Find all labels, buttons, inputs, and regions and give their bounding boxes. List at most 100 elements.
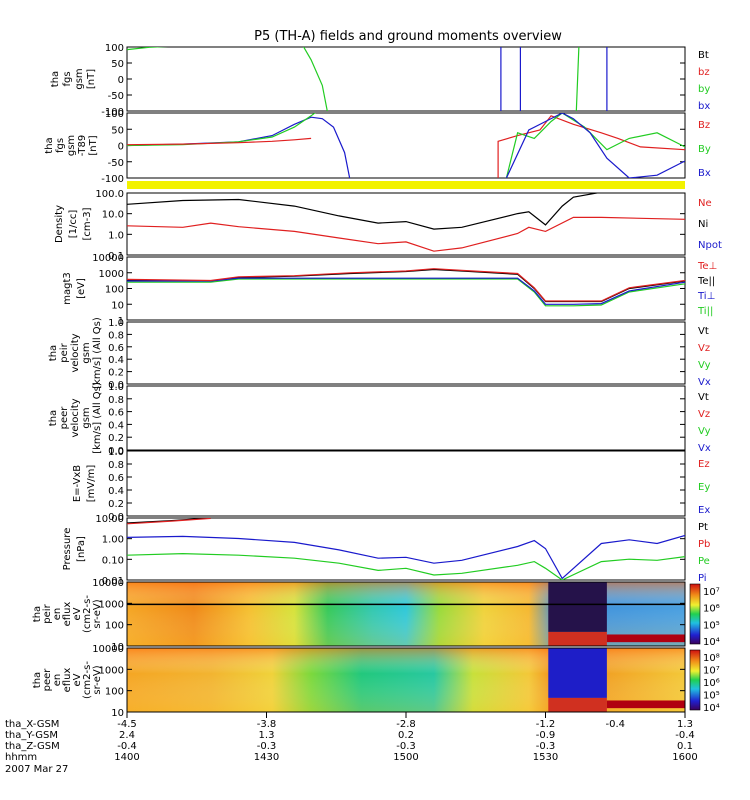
x-axis-value: -0.9 xyxy=(536,730,556,741)
y-tick-label: 1000 xyxy=(99,665,124,676)
y-tick-label: 100.0 xyxy=(95,189,124,200)
y-tick-label: 0.01 xyxy=(102,576,124,587)
colorbar-tick-label: 10⁵ xyxy=(703,691,720,702)
y-axis-label: [mV/m] xyxy=(86,465,97,503)
y-tick-label: 0.2 xyxy=(108,433,124,444)
y-tick-label: -100 xyxy=(101,107,124,118)
panel-frame xyxy=(126,517,686,581)
panel-frame xyxy=(126,256,686,321)
x-axis-value: -0.4 xyxy=(675,730,695,741)
series-Bz xyxy=(127,137,312,146)
panel-magt3: 10000 1000 100 10 1 magt3 [eV] Te⊥ Te|| Ti⊥ Ti|| xyxy=(62,253,717,327)
legend-entry: Vz xyxy=(698,343,710,354)
legend-entry: Vx xyxy=(698,377,711,388)
y-tick-label: 100 xyxy=(105,285,124,296)
x-axis-value: -0.4 xyxy=(117,741,137,752)
legend-entry: Te⊥ xyxy=(697,261,717,272)
y-tick-label: 0.4 xyxy=(108,420,124,431)
y-axis-label: magt3 xyxy=(62,272,73,305)
legend-entry: Vy xyxy=(698,360,711,371)
y-tick-label: -50 xyxy=(108,91,124,102)
legend-entry: bx xyxy=(698,101,710,112)
y-tick-label: 50 xyxy=(111,59,124,70)
y-tick-label: 1000 xyxy=(99,269,124,280)
x-axis-value: 2.4 xyxy=(119,730,135,741)
colorbar-tick-label: 10⁸ xyxy=(703,653,720,664)
y-tick-label: 0.8 xyxy=(108,395,124,406)
panel-frame xyxy=(126,581,686,647)
spectrogram-low-energy-band xyxy=(548,697,607,712)
y-axis-label: tha xyxy=(32,606,43,622)
y-tick-label: 10 xyxy=(111,642,124,653)
series-Te⊥ xyxy=(127,268,685,302)
series-Te|| xyxy=(127,268,685,303)
x-axis-value: 1600 xyxy=(672,752,697,763)
legend-entry: Te|| xyxy=(697,276,715,287)
colorbar-scale xyxy=(689,583,701,645)
x-axis-value: -4.5 xyxy=(117,719,137,730)
y-tick-label: 0 xyxy=(118,75,124,86)
panel-density: 100.0 10.0 1.0 0.1 Density [1/cc] [cm-3] Ne Ni Np… xyxy=(54,189,722,262)
y-axis-label: tha xyxy=(50,71,61,87)
y-tick-label: 100 xyxy=(105,621,124,632)
y-axis-label: tha xyxy=(48,345,59,361)
y-tick-label: 0 xyxy=(118,142,124,153)
y-tick-label: 0.0 xyxy=(108,380,124,391)
series-Bx-late xyxy=(505,113,685,178)
y-axis-label: [km/s] (All Qs) xyxy=(92,317,103,389)
series-by-late xyxy=(575,47,580,111)
colorbar-tick-label: 10⁵ xyxy=(703,620,720,631)
panel-frame xyxy=(126,450,686,517)
y-tick-label: 10000 xyxy=(92,578,124,589)
legend-entry: Vx xyxy=(698,443,711,454)
colorbar-tick-label: 10⁴ xyxy=(703,703,720,714)
y-axis-label: E=-VxB xyxy=(72,465,83,502)
series-Ne xyxy=(127,216,685,252)
y-tick-label: 0.2 xyxy=(108,368,124,379)
series-Ni xyxy=(127,193,601,230)
y-tick-label: 0.6 xyxy=(108,343,124,354)
panel-fgs: 100 50 0 -50 -100 tha fgs gsm [nT] Bt bz by bx xyxy=(50,43,710,118)
spectrogram-dense-region xyxy=(548,582,607,632)
y-axis-label: en xyxy=(52,674,63,687)
y-tick-label: 1 xyxy=(118,316,124,327)
legend-entry: bz xyxy=(698,67,710,78)
legend-entry: Bz xyxy=(698,120,710,131)
y-tick-label: 10000 xyxy=(92,644,124,655)
y-axis-label: eflux xyxy=(62,602,73,627)
y-axis-label: velocity xyxy=(70,333,81,372)
y-tick-label: -100 xyxy=(101,174,124,185)
y-axis-label: eflux xyxy=(62,668,73,693)
y-axis-label: gsm xyxy=(74,68,85,89)
y-axis-label: tha xyxy=(32,672,43,688)
legend-entry: Vt xyxy=(698,326,709,337)
y-tick-label: 10.00 xyxy=(95,514,124,525)
y-axis-label: -T89 xyxy=(77,135,88,157)
date-label: 2007 Mar 27 xyxy=(5,764,68,775)
series-group xyxy=(127,47,608,111)
y-axis-label: [cm-3] xyxy=(82,207,93,240)
y-tick-label: 0.0 xyxy=(108,446,124,457)
panel-frame xyxy=(126,321,686,385)
y-tick-label: 0.2 xyxy=(108,499,124,510)
y-axis-label: eV xyxy=(72,673,83,686)
legend-entry: Vt xyxy=(698,392,709,403)
y-axis-label: velocity xyxy=(70,398,81,437)
panel-frame xyxy=(126,46,686,112)
legend-entry: Ti⊥ xyxy=(697,291,715,302)
legend-entry: Vy xyxy=(698,426,711,437)
y-tick-label: 0.8 xyxy=(108,330,124,341)
y-axis-label: (cm2-s- xyxy=(82,661,93,699)
y-tick-label: -50 xyxy=(108,158,124,169)
x-axis-row-label: tha_X-GSM xyxy=(5,719,59,730)
legend-entry: Ez xyxy=(698,459,710,470)
x-axis-value: 1.3 xyxy=(677,719,693,730)
y-axis-label: gsm xyxy=(81,407,92,428)
legend-entry: Bx xyxy=(698,168,711,179)
colorbar-tick-label: 10⁷ xyxy=(703,587,720,598)
y-tick-label: 1.0 xyxy=(108,382,124,393)
panel-frame xyxy=(126,192,686,256)
series-By-late xyxy=(505,113,685,178)
